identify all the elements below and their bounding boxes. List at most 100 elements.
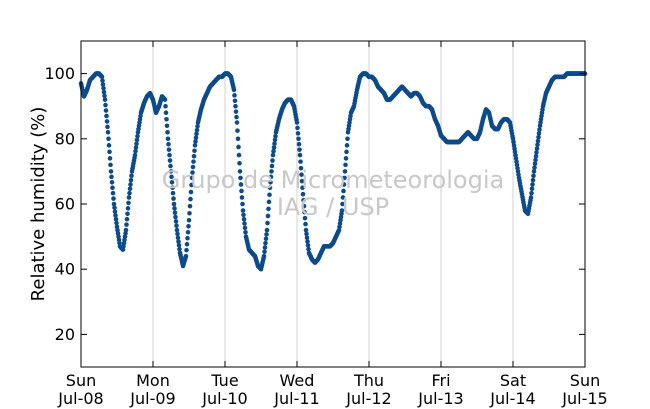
data-point bbox=[300, 185, 305, 190]
data-point bbox=[189, 182, 194, 188]
data-point bbox=[306, 246, 311, 252]
data-point bbox=[232, 93, 237, 98]
data-point bbox=[192, 143, 198, 148]
data-point bbox=[169, 179, 175, 185]
data-point bbox=[109, 174, 114, 180]
data-point bbox=[168, 169, 174, 174]
data-point bbox=[135, 133, 140, 139]
data-point bbox=[175, 235, 181, 240]
data-point bbox=[532, 165, 537, 170]
data-point bbox=[188, 196, 193, 202]
data-point bbox=[262, 249, 267, 255]
data-point bbox=[125, 211, 130, 217]
x-tick-date: Jul-14 bbox=[489, 389, 535, 408]
data-point bbox=[133, 145, 139, 150]
data-point bbox=[535, 142, 540, 148]
data-point bbox=[232, 98, 238, 104]
data-point bbox=[345, 136, 350, 142]
data-point bbox=[269, 163, 275, 169]
data-point bbox=[302, 209, 307, 215]
data-point bbox=[104, 113, 109, 119]
data-point bbox=[193, 135, 199, 141]
data-point bbox=[297, 152, 303, 158]
data-point bbox=[126, 195, 132, 200]
x-tick-date: Jul-11 bbox=[273, 389, 319, 408]
data-point bbox=[172, 206, 177, 211]
data-point bbox=[165, 136, 171, 142]
data-point bbox=[237, 160, 242, 166]
x-tick-date: Jul-12 bbox=[345, 389, 391, 408]
data-point bbox=[298, 159, 303, 164]
data-point bbox=[127, 190, 132, 196]
data-point bbox=[264, 232, 269, 237]
data-point bbox=[268, 179, 273, 185]
data-point bbox=[531, 173, 536, 179]
data-point bbox=[167, 152, 172, 158]
data-point bbox=[164, 116, 169, 122]
x-tick-day: Sun bbox=[570, 371, 600, 390]
data-point bbox=[134, 137, 140, 143]
data-point bbox=[171, 201, 177, 207]
data-point bbox=[104, 119, 110, 124]
data-point bbox=[234, 114, 239, 120]
data-point bbox=[123, 227, 129, 233]
data-point bbox=[184, 247, 189, 253]
x-tick-date: Jul-09 bbox=[129, 389, 175, 408]
data-point bbox=[100, 78, 105, 83]
data-point bbox=[235, 128, 240, 133]
data-point bbox=[187, 203, 193, 209]
data-point bbox=[238, 182, 244, 187]
data-point bbox=[103, 102, 108, 108]
y-axis-ticks: 20 40 60 80 100 bbox=[44, 64, 585, 344]
data-point bbox=[105, 124, 110, 130]
data-point bbox=[189, 175, 195, 181]
data-point bbox=[530, 177, 536, 183]
data-point bbox=[239, 195, 245, 200]
data-point bbox=[164, 123, 170, 129]
data-point bbox=[341, 182, 347, 187]
data-point bbox=[170, 190, 176, 196]
data-point bbox=[168, 163, 173, 169]
data-point bbox=[267, 185, 273, 190]
watermark-line: Grupo de Micrometeorologia bbox=[162, 166, 504, 194]
data-point bbox=[536, 131, 542, 136]
y-tick-label: 80 bbox=[55, 129, 75, 148]
data-point bbox=[239, 188, 244, 194]
data-point bbox=[299, 178, 305, 184]
data-point bbox=[173, 219, 179, 224]
x-tick-day: Thu bbox=[353, 371, 384, 390]
data-point bbox=[344, 143, 350, 148]
data-point bbox=[110, 190, 116, 196]
data-point bbox=[114, 220, 119, 226]
data-point bbox=[105, 129, 111, 135]
data-point bbox=[111, 201, 117, 207]
x-tick-day: Mon bbox=[136, 371, 170, 390]
data-point bbox=[194, 131, 199, 137]
data-point bbox=[243, 229, 248, 235]
data-point bbox=[167, 158, 173, 163]
data-point bbox=[112, 205, 117, 211]
data-point bbox=[233, 109, 239, 114]
data-point bbox=[188, 189, 194, 195]
data-point bbox=[270, 152, 276, 158]
data-point bbox=[107, 156, 113, 161]
data-point bbox=[166, 147, 172, 152]
data-point bbox=[187, 210, 192, 216]
data-point bbox=[103, 108, 109, 113]
data-point bbox=[129, 173, 134, 179]
data-point bbox=[134, 141, 139, 146]
data-point bbox=[107, 149, 112, 155]
data-point bbox=[100, 82, 106, 87]
data-point bbox=[124, 222, 129, 227]
data-point bbox=[301, 197, 306, 203]
data-point bbox=[236, 152, 242, 158]
data-point bbox=[241, 216, 247, 222]
data-point bbox=[102, 93, 107, 99]
data-point bbox=[174, 227, 180, 233]
data-point bbox=[163, 103, 168, 109]
data-point bbox=[242, 221, 247, 226]
data-point bbox=[185, 229, 191, 235]
data-point bbox=[195, 124, 200, 129]
